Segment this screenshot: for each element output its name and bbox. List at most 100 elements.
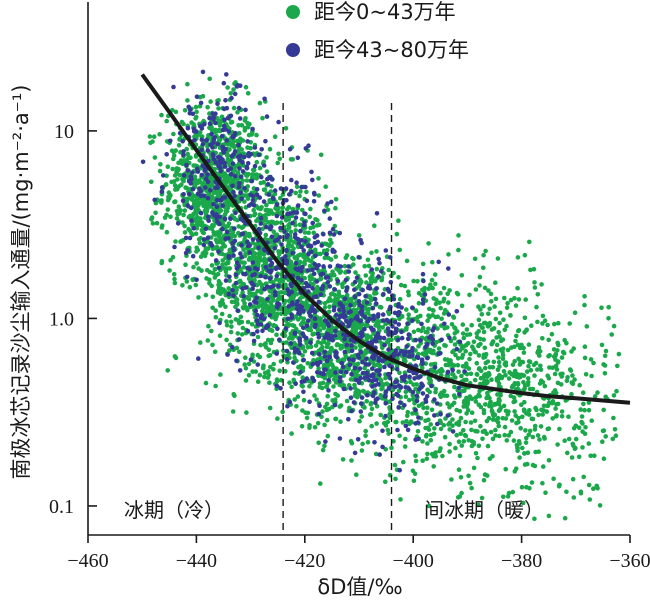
data-point-series-0 (243, 251, 248, 256)
data-point-series-1 (180, 139, 185, 144)
data-point-series-0 (405, 409, 411, 415)
data-point-series-0 (190, 194, 195, 200)
data-point-series-0 (298, 189, 303, 194)
data-point-series-1 (413, 363, 419, 369)
data-point-series-1 (197, 123, 203, 129)
data-point-series-0 (498, 338, 504, 344)
data-point-series-0 (362, 263, 368, 269)
data-point-series-1 (406, 349, 412, 355)
data-point-series-1 (298, 228, 303, 234)
data-point-series-0 (228, 319, 234, 325)
data-point-series-1 (396, 405, 402, 410)
data-point-series-1 (333, 370, 338, 375)
data-point-series-1 (348, 309, 353, 314)
data-point-series-0 (304, 415, 310, 421)
data-point-series-0 (267, 405, 273, 411)
data-point-series-1 (263, 138, 268, 144)
data-point-series-0 (272, 134, 278, 139)
data-point-series-1 (303, 239, 308, 244)
data-point-series-1 (358, 375, 364, 381)
data-point-series-1 (337, 230, 343, 236)
data-point-series-1 (293, 261, 299, 266)
data-point-series-0 (435, 326, 440, 331)
data-point-series-1 (257, 195, 263, 200)
data-point-series-0 (522, 462, 528, 467)
data-point-series-0 (194, 200, 200, 205)
data-point-series-0 (333, 197, 339, 202)
data-point-series-1 (183, 235, 189, 241)
data-point-series-0 (552, 371, 558, 377)
data-point-series-0 (469, 396, 475, 402)
data-point-series-0 (519, 372, 525, 378)
data-point-series-1 (419, 384, 424, 390)
data-point-series-1 (311, 294, 317, 300)
data-point-series-0 (485, 359, 491, 364)
data-point-series-1 (358, 401, 364, 406)
data-point-series-1 (374, 301, 379, 306)
data-point-series-1 (205, 235, 211, 241)
data-point-series-0 (523, 440, 529, 445)
data-point-series-0 (569, 455, 575, 460)
data-point-series-0 (482, 472, 488, 477)
data-point-series-0 (570, 381, 576, 387)
data-point-series-0 (535, 292, 541, 297)
legend-marker-series-0 (286, 5, 300, 19)
data-point-series-0 (497, 310, 503, 316)
data-point-series-0 (480, 325, 485, 331)
data-point-series-0 (588, 453, 593, 459)
data-point-series-0 (460, 364, 466, 369)
data-point-series-0 (438, 305, 444, 311)
data-point-series-1 (239, 196, 244, 202)
data-point-series-0 (218, 118, 223, 124)
data-point-series-1 (333, 350, 338, 355)
data-point-series-0 (469, 485, 474, 491)
data-point-series-0 (319, 340, 324, 346)
data-point-series-1 (386, 319, 392, 324)
data-point-series-0 (562, 515, 568, 521)
data-point-series-0 (503, 408, 509, 414)
data-point-series-0 (203, 207, 209, 212)
data-point-series-0 (551, 476, 556, 482)
data-point-series-0 (520, 414, 525, 420)
data-point-series-0 (530, 386, 536, 392)
data-point-series-1 (251, 338, 257, 344)
data-point-series-1 (207, 115, 212, 121)
data-point-series-0 (521, 387, 527, 393)
data-point-series-1 (246, 153, 252, 159)
data-point-series-1 (282, 229, 287, 234)
data-point-series-1 (208, 142, 213, 148)
data-point-series-0 (162, 215, 168, 220)
data-point-series-0 (307, 263, 313, 269)
data-point-series-1 (236, 154, 241, 160)
data-point-series-0 (288, 265, 293, 271)
data-point-series-1 (250, 237, 256, 242)
data-point-series-0 (449, 402, 455, 408)
data-point-series-1 (286, 304, 292, 309)
data-point-series-0 (302, 230, 308, 235)
data-point-series-0 (431, 296, 437, 301)
data-point-series-1 (287, 146, 293, 152)
data-point-series-1 (346, 269, 352, 274)
data-point-series-1 (191, 226, 196, 231)
data-point-series-0 (542, 383, 548, 389)
data-point-series-0 (240, 290, 245, 295)
data-point-series-0 (553, 406, 558, 411)
data-point-series-1 (376, 256, 382, 262)
data-point-series-0 (338, 269, 344, 274)
data-point-series-0 (262, 256, 267, 262)
data-point-series-0 (431, 350, 436, 356)
data-point-series-0 (331, 364, 336, 370)
data-point-series-0 (193, 104, 199, 110)
data-point-series-1 (292, 330, 298, 336)
data-point-series-0 (314, 397, 319, 402)
data-point-series-0 (527, 239, 532, 245)
data-point-series-1 (231, 253, 236, 258)
data-point-series-0 (517, 455, 522, 460)
data-point-series-0 (423, 418, 428, 424)
data-point-series-0 (503, 466, 509, 472)
data-point-series-0 (322, 443, 327, 449)
data-point-series-0 (464, 364, 469, 369)
data-point-series-0 (564, 340, 569, 346)
data-point-series-0 (442, 434, 448, 440)
data-point-series-0 (242, 362, 247, 367)
